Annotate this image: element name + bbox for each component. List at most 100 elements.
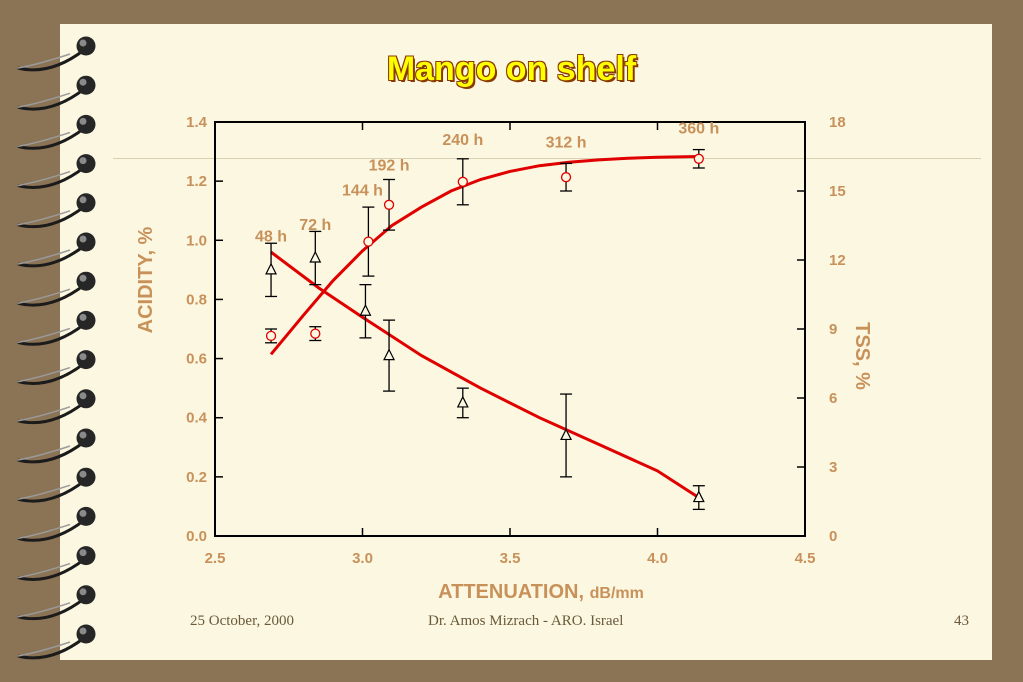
- binding-hole-highlight: [79, 431, 87, 439]
- spiral-coil-highlight: [17, 484, 71, 500]
- x-axis-title-main: ATTENUATION,: [438, 581, 589, 603]
- tss-point: [457, 176, 468, 187]
- spiral-coil-highlight: [17, 170, 71, 187]
- acidity-point: [456, 395, 469, 408]
- time-annotation: 144 h: [342, 183, 383, 200]
- binding-hole-highlight: [79, 274, 87, 282]
- spiral-coil-highlight: [17, 602, 71, 618]
- binding-hole-highlight: [79, 470, 87, 478]
- spiral-coil: [17, 284, 85, 307]
- spiral-coil: [17, 480, 85, 503]
- binding-hole-highlight: [79, 157, 87, 165]
- spiral-coil: [17, 323, 85, 346]
- spiral-coil: [17, 440, 85, 464]
- y-right-axis-title: TSS, %: [851, 322, 873, 390]
- binding-hole-highlight: [79, 235, 87, 243]
- time-annotation: 360 h: [678, 121, 719, 138]
- y-left-tick-label: 0.2: [186, 469, 207, 486]
- spiral-coil: [17, 519, 85, 542]
- tss-point: [560, 172, 572, 183]
- spiral-coil-highlight: [17, 562, 71, 579]
- acidity-point: [383, 348, 396, 361]
- time-annotation: 240 h: [442, 132, 483, 149]
- acidity-point: [309, 250, 322, 263]
- x-tick-label: 2.5: [205, 550, 226, 567]
- y-right-tick-label: 3: [829, 459, 837, 476]
- x-tick-label: 4.0: [647, 550, 668, 567]
- tss-point: [265, 330, 277, 342]
- spiral-coil: [17, 244, 85, 268]
- y-left-tick-label: 0.4: [186, 410, 208, 427]
- acidity-point: [560, 428, 573, 441]
- spiral-coil: [17, 205, 85, 229]
- tss-fit-curve: [269, 155, 699, 356]
- spiral-coil-highlight: [17, 366, 71, 383]
- spiral-coil-highlight: [17, 523, 71, 540]
- x-axis-title: ATTENUATION, dB/mm: [438, 581, 644, 603]
- x-tick-label: 3.5: [500, 550, 521, 567]
- binding-hole-highlight: [79, 353, 87, 361]
- spiral-coil: [17, 88, 85, 111]
- y-right-tick-label: 9: [829, 321, 837, 338]
- spiral-coil: [17, 362, 85, 385]
- binding-hole-highlight: [79, 392, 87, 400]
- spiral-coil: [17, 597, 85, 621]
- y-left-tick-label: 1.0: [186, 232, 207, 249]
- x-axis-title-unit: dB/mm: [590, 585, 644, 602]
- y-right-tick-label: 15: [829, 183, 846, 200]
- binding-hole-highlight: [79, 117, 87, 125]
- binding-hole-highlight: [79, 549, 87, 557]
- binding-hole-highlight: [79, 78, 87, 86]
- acidity-fit-curve: [270, 250, 700, 499]
- tss-point: [310, 328, 321, 339]
- y-right-tick-label: 6: [829, 390, 837, 407]
- spiral-coil-highlight: [17, 249, 71, 265]
- spiral-coil: [17, 166, 85, 189]
- x-tick-label: 3.0: [352, 550, 373, 567]
- slide-title: Mango on shelf: [386, 50, 637, 88]
- footer-author: Dr. Amos Mizrach - ARO. Israel: [428, 613, 624, 629]
- y-left-tick-label: 0.6: [186, 351, 207, 368]
- acidity-point: [359, 303, 372, 316]
- page-number: 43: [954, 613, 969, 629]
- footer-date: 25 October, 2000: [190, 613, 294, 629]
- time-annotation: 312 h: [546, 134, 587, 151]
- time-annotation: 72 h: [299, 217, 331, 234]
- binding-hole-highlight: [79, 627, 87, 635]
- spiral-coil: [17, 48, 85, 72]
- spiral-binding: [17, 36, 96, 660]
- tss-point: [383, 199, 395, 210]
- y-left-axis-title: ACIDITY, %: [135, 226, 157, 333]
- spiral-coil: [17, 558, 85, 581]
- tss-point: [363, 236, 374, 247]
- x-tick-label: 4.5: [795, 550, 816, 567]
- spiral-coil-highlight: [17, 327, 71, 344]
- acidity-point: [692, 490, 705, 503]
- divider-line: [113, 158, 981, 159]
- spiral-coil-highlight: [17, 406, 71, 422]
- binding-hole-highlight: [79, 509, 87, 517]
- y-right-tick-label: 12: [829, 252, 846, 269]
- time-annotation: 48 h: [255, 229, 287, 246]
- y-left-tick-label: 0.0: [186, 528, 207, 545]
- spiral-coil: [17, 401, 85, 425]
- spiral-coil-highlight: [17, 288, 71, 304]
- spiral-coil-highlight: [17, 53, 71, 69]
- y-left-tick-label: 1.4: [186, 114, 208, 131]
- spiral-coil-highlight: [17, 131, 71, 148]
- y-right-tick-label: 18: [829, 114, 846, 131]
- spiral-coil-highlight: [17, 641, 71, 657]
- spiral-coil: [17, 127, 85, 150]
- acidity-point: [265, 262, 278, 275]
- tss-point: [693, 153, 704, 164]
- spiral-coil-highlight: [17, 92, 71, 108]
- y-right-tick-label: 0: [829, 528, 837, 545]
- binding-hole-highlight: [79, 39, 87, 47]
- binding-hole-highlight: [79, 313, 87, 321]
- y-left-tick-label: 1.2: [186, 173, 207, 190]
- spiral-coil-highlight: [17, 445, 71, 461]
- spiral-coil-highlight: [17, 210, 71, 226]
- y-left-tick-label: 0.8: [186, 291, 207, 308]
- time-annotation: 192 h: [369, 157, 410, 174]
- spiral-coil: [17, 636, 85, 660]
